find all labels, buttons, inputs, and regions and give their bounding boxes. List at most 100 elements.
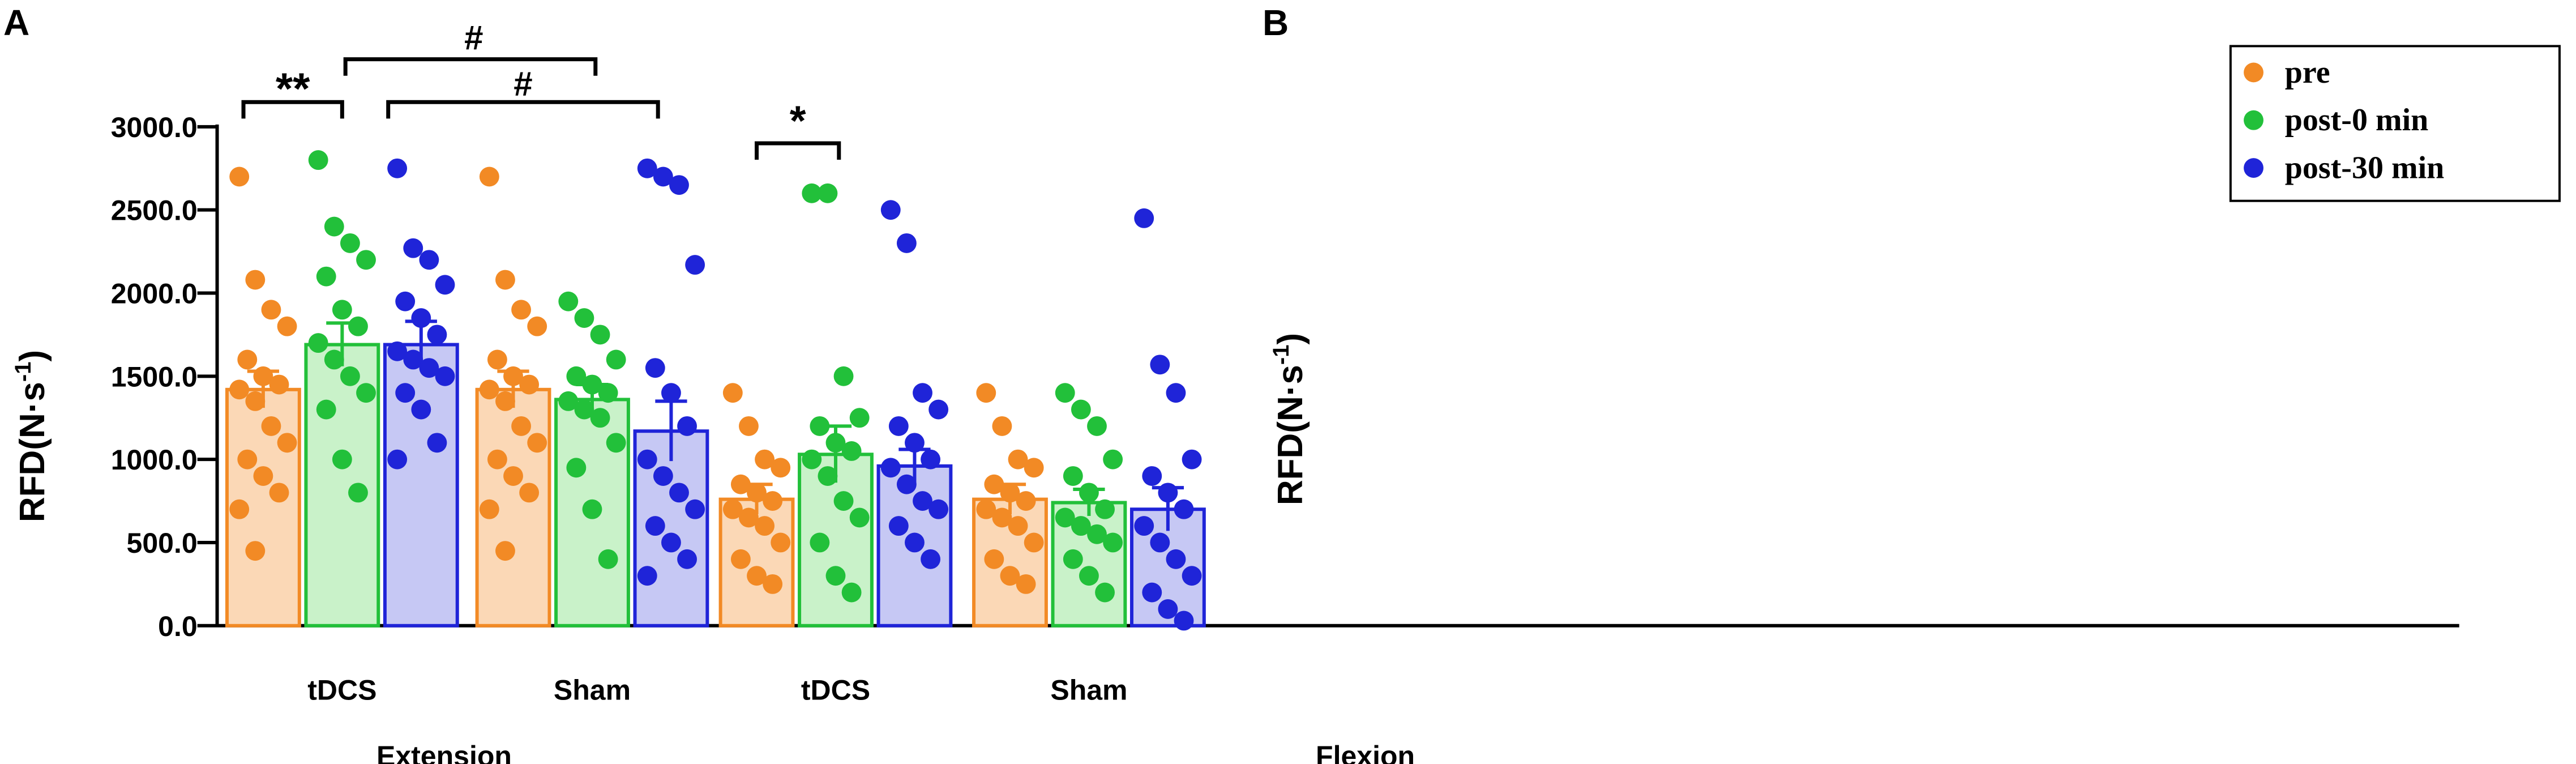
data-point	[1150, 532, 1170, 553]
data-point	[818, 183, 838, 203]
data-point	[403, 238, 423, 258]
data-point	[653, 167, 673, 187]
data-point	[435, 275, 455, 295]
bar	[383, 343, 459, 628]
y-tick-label: 3000.0	[111, 112, 198, 143]
data-point	[403, 349, 423, 370]
data-point	[527, 316, 547, 336]
data-point	[261, 416, 281, 436]
data-point	[511, 416, 532, 436]
data-point	[677, 416, 697, 436]
data-point	[833, 366, 854, 386]
data-point	[427, 433, 447, 453]
panel-b-letter: B	[1263, 2, 1289, 43]
data-point	[888, 516, 909, 536]
data-point	[348, 316, 368, 336]
data-point	[976, 383, 996, 403]
data-point	[590, 325, 610, 345]
data-point	[356, 250, 376, 270]
panel-b-y-label-sup: -1	[1269, 345, 1294, 365]
data-point	[1016, 491, 1036, 511]
data-point	[1142, 582, 1162, 603]
data-point	[1150, 355, 1170, 375]
data-point	[1103, 449, 1123, 470]
data-point	[921, 449, 941, 470]
data-point	[645, 358, 665, 378]
panel-b-y-label-main: RFD(N·s	[1271, 365, 1310, 505]
data-point	[1079, 483, 1099, 503]
panel-b: B RFD(N·s-1) 0.0500.01000.01500.02000.02…	[1263, 2, 2561, 505]
data-point	[590, 408, 610, 428]
significance-bracket	[755, 141, 841, 160]
x-tick-label: tDCS	[801, 675, 870, 706]
data-point	[487, 349, 507, 370]
data-point	[905, 532, 925, 553]
data-point	[1000, 483, 1020, 503]
data-point	[1008, 449, 1028, 470]
y-tick-label: 0.0	[158, 611, 198, 642]
data-point	[810, 416, 830, 436]
data-point	[308, 150, 328, 170]
data-point	[1024, 532, 1044, 553]
y-tick-label: 1000.0	[111, 444, 198, 476]
data-point	[582, 499, 602, 519]
data-point	[269, 374, 289, 395]
data-point	[503, 466, 523, 486]
legend-label: post-0 min	[2285, 103, 2429, 138]
data-point	[1063, 549, 1083, 569]
significance-bracket	[343, 57, 598, 76]
data-point	[411, 308, 431, 328]
data-point	[992, 416, 1012, 436]
data-point	[229, 167, 250, 187]
data-point	[558, 291, 579, 311]
panel-a-labels: tDCS Sham tDCS Sham Extension Flexion	[307, 675, 1415, 764]
data-point	[245, 541, 266, 561]
data-point	[763, 574, 783, 594]
data-point	[574, 399, 594, 420]
data-point	[435, 366, 455, 386]
data-point	[739, 416, 759, 436]
data-point	[245, 270, 266, 290]
data-point	[598, 383, 618, 403]
data-point	[1182, 449, 1202, 470]
data-point	[976, 499, 996, 519]
panel-a-y-axis-label: RFD(N·s-1)	[11, 350, 52, 522]
data-point	[503, 366, 523, 386]
data-point	[479, 379, 499, 400]
data-point	[1063, 466, 1083, 486]
data-point	[677, 549, 697, 569]
data-point	[810, 532, 830, 553]
panel-a-y-label-main: RFD(N·s	[13, 382, 52, 522]
legend-label: post-30 min	[2285, 151, 2445, 186]
data-point	[669, 175, 689, 195]
panel-b-y-axis-label: RFD(N·s-1)	[1269, 333, 1310, 505]
data-point	[669, 483, 689, 503]
data-point	[992, 507, 1012, 528]
panel-a-y-label-close: )	[13, 350, 52, 362]
data-point	[411, 399, 431, 420]
data-point	[685, 499, 705, 519]
data-point	[332, 449, 352, 470]
panel-a: A RFD(N·s-1) 0.0500.01000.01500.02000.02…	[3, 2, 2459, 764]
data-point	[558, 391, 579, 411]
data-point	[763, 491, 783, 511]
data-point	[771, 458, 791, 478]
data-point	[637, 449, 657, 470]
data-point	[419, 358, 439, 378]
legend-label: pre	[2285, 55, 2330, 90]
data-point	[637, 158, 657, 178]
data-point	[479, 499, 499, 519]
data-point	[1174, 499, 1194, 519]
data-point	[237, 449, 258, 470]
data-point	[849, 408, 870, 428]
data-point	[928, 499, 949, 519]
data-point	[825, 433, 846, 453]
data-point	[340, 366, 360, 386]
legend-marker	[2244, 110, 2263, 130]
panel-a-letter: A	[3, 2, 29, 43]
data-point	[661, 532, 681, 553]
significance-bracket	[386, 100, 660, 119]
data-point	[606, 349, 626, 370]
data-point	[1016, 574, 1036, 594]
